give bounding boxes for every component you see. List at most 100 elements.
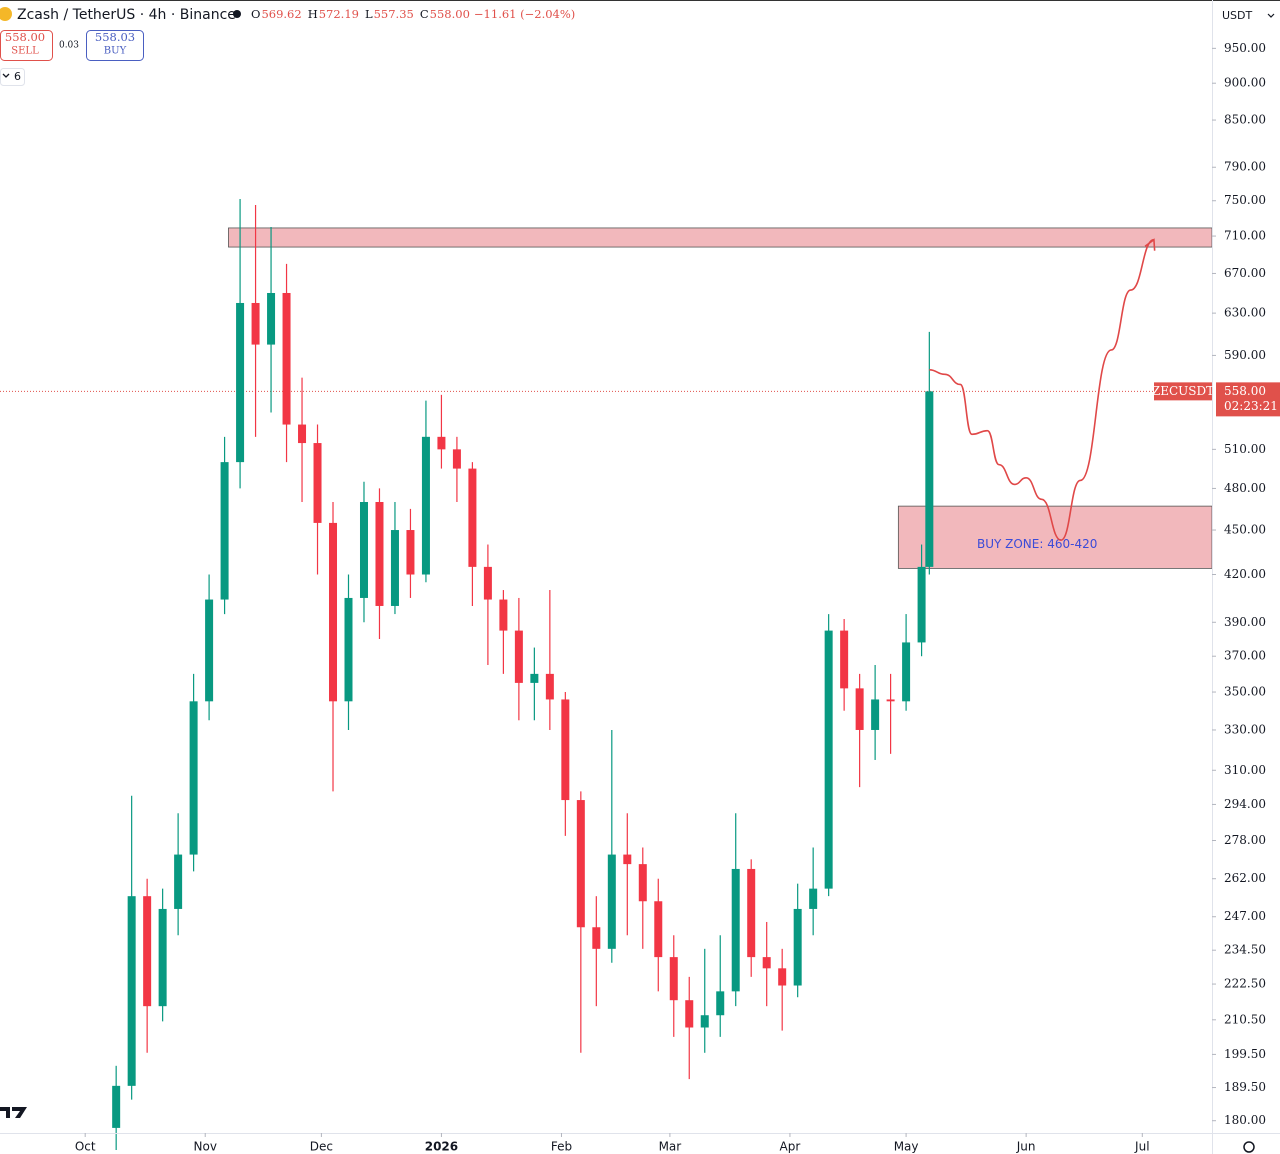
spread: 0.03 [59,41,79,51]
ohlc-value: 558.00 [430,7,470,21]
ohlc-value: 572.19 [319,7,359,21]
y-tick-label: 510.00 [1224,442,1266,456]
candle-body [840,630,849,689]
zone-label: BUY ZONE: 460-420 [977,537,1097,551]
candle-body [685,1000,694,1028]
y-tick-label: 310.00 [1224,763,1266,777]
y-tick-label: 247.00 [1224,909,1266,923]
candle-body [313,443,322,523]
candle-body [329,522,338,702]
settings-icon[interactable] [1243,1141,1255,1153]
candle-body [127,896,136,1086]
candle-body [607,854,616,949]
y-tick-label: 950.00 [1224,41,1266,55]
candle-body [437,436,446,450]
candle-body [747,868,756,958]
candle-body [375,502,384,606]
sell-button[interactable] [0,30,53,61]
y-tick-label: 370.00 [1224,649,1266,663]
plot-area: BUY ZONE: 460-420 [0,199,1213,1151]
x-tick-label: 2026 [425,1140,458,1154]
buy-button[interactable] [86,30,144,61]
candle-body [236,302,245,463]
candle-body [390,530,399,606]
candle-body [298,424,307,444]
candle-body [809,888,818,909]
y-tick-label: 234.50 [1224,943,1266,957]
candle-body [793,908,802,986]
y-tick-label: 670.00 [1224,266,1266,280]
x-tick-label: Dec [310,1140,333,1154]
y-tick-label: 590.00 [1224,348,1266,362]
y-tick-label: 390.00 [1224,615,1266,629]
candle-body [824,630,833,889]
y-tick-label: 222.50 [1224,977,1266,991]
ohlc-value: 569.62 [261,7,301,21]
countdown: 02:23:21 [1224,399,1278,413]
candle-body [592,927,601,949]
sell-label: SELL [11,46,39,57]
y-tick-label: 189.50 [1224,1080,1266,1094]
candle-body [267,292,276,345]
x-tick-label: Feb [551,1140,572,1154]
ohlc-key: L [365,7,373,21]
candle-body [762,957,771,969]
candle-body [143,896,152,1007]
ohlc-value: 557.35 [374,7,414,21]
buy-price: 558.03 [95,30,135,44]
symbol-tag-label: ZECUSDT [1152,384,1214,398]
y-tick-label: 790.00 [1224,160,1266,174]
price-tag [1216,382,1280,417]
candle-body [220,462,229,600]
x-tick-label: May [894,1140,919,1154]
candle-body [886,699,895,702]
tv-logo [0,1107,27,1118]
candle-body [716,991,725,1016]
candle-body [545,673,554,700]
indicator-toggle[interactable] [0,68,25,86]
candle-body [623,854,632,865]
time-axis: Oct Nov Dec 2026 Feb Mar Apr May Jun Jul [75,1133,1150,1154]
currency-chevron [1267,13,1275,18]
y-tick-label: 278.00 [1224,833,1266,847]
candle-body [576,800,585,928]
candle-body [871,699,880,730]
candle-body [359,502,368,598]
indicator-count: 6 [14,70,21,83]
candle-body [468,468,477,567]
ohlc-key: H [308,7,318,21]
candle-body [731,868,740,992]
candle-body [189,701,198,855]
x-tick-label: Nov [194,1140,217,1154]
sell-price: 558.00 [5,30,45,44]
y-tick-label: 420.00 [1224,567,1266,581]
y-tick-label: 330.00 [1224,722,1266,736]
zone [897,505,1213,569]
chevron [2,73,10,78]
y-tick-label: 850.00 [1224,113,1266,127]
y-tick-label: 710.00 [1224,229,1266,243]
candle-body [669,957,678,1001]
x-tick-label: Jul [1134,1140,1149,1154]
price-change: −11.61 (−2.04%) [474,7,575,21]
candle-body [561,699,570,801]
ohlc-key: C [420,7,429,21]
candle-body [778,968,787,986]
candle-body [638,864,647,902]
candle-body [158,908,167,1007]
candle-body [917,566,926,643]
symbol-title: Zcash / TetherUS · 4h · Binance [17,7,236,23]
y-tick-label: 180.00 [1224,1113,1266,1127]
currency[interactable]: USDT [1222,9,1253,22]
x-tick-label: Oct [75,1140,96,1154]
candle-body [654,901,663,958]
coin-logo [0,7,12,21]
y-tick-label: 750.00 [1224,193,1266,207]
y-tick-label: 199.50 [1224,1047,1266,1061]
price-tag-label: 558.00 [1224,384,1266,398]
candle-body [251,302,260,345]
projection-arrowhead [1144,238,1156,251]
candle-body [205,599,214,702]
candle-body [282,292,291,425]
